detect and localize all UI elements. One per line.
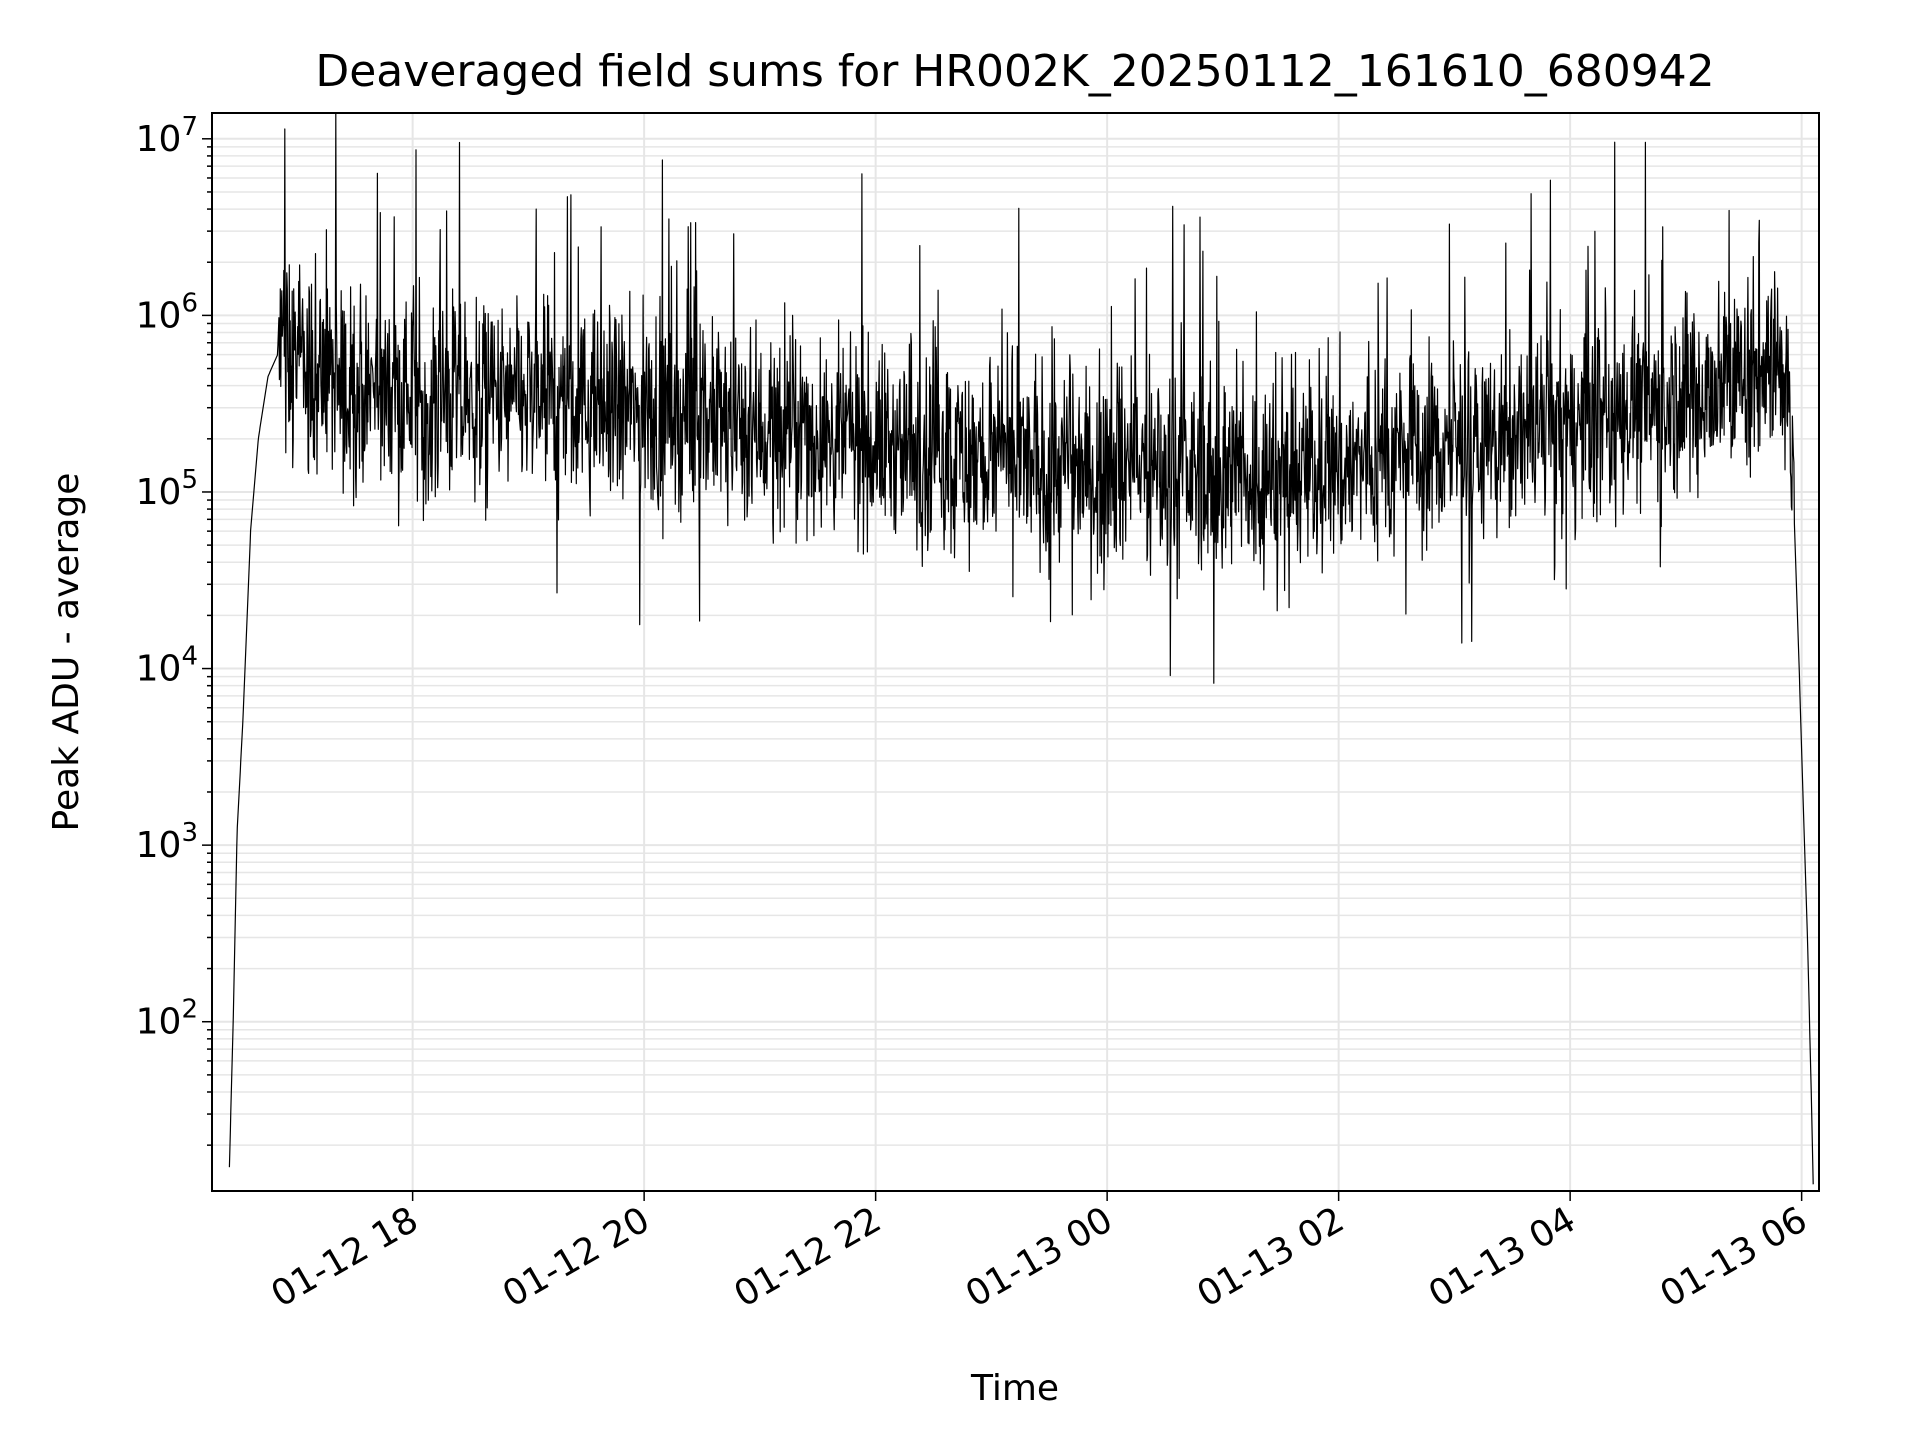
series-layer	[228, 112, 1814, 1185]
y-tick-label: 105	[136, 465, 198, 513]
y-tick-label: 107	[136, 112, 198, 160]
plot-frame	[211, 112, 1820, 1192]
y-tick-label: 106	[136, 288, 198, 336]
y-tick-label: 102	[136, 995, 198, 1043]
x-axis-label: Time	[970, 1368, 1059, 1409]
y-tick-label: 104	[136, 642, 198, 690]
series-line	[228, 112, 1814, 1185]
y-axis-label: Peak ADU - average	[46, 473, 87, 832]
chart-title: Deaveraged field sums for HR002K_2025011…	[315, 46, 1714, 97]
y-tick-label: 103	[136, 818, 198, 866]
